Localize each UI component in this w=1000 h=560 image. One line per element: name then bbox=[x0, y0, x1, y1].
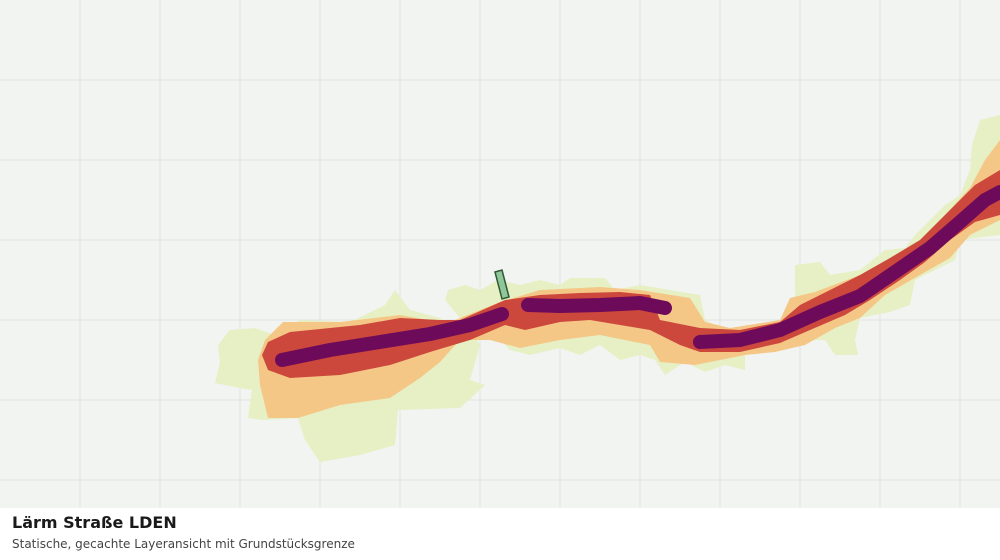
map-title: Lärm Straße LDEN bbox=[12, 513, 177, 532]
caption: Lärm Straße LDEN Statische, gecachte Lay… bbox=[0, 508, 1000, 560]
noise-zone-very-high bbox=[275, 185, 1000, 367]
map-subtitle: Statische, gecachte Layeransicht mit Gru… bbox=[12, 537, 355, 551]
map bbox=[0, 0, 1000, 508]
map-background bbox=[0, 0, 1000, 508]
map-grid bbox=[0, 0, 1000, 508]
parcel-boundary bbox=[494, 269, 510, 300]
